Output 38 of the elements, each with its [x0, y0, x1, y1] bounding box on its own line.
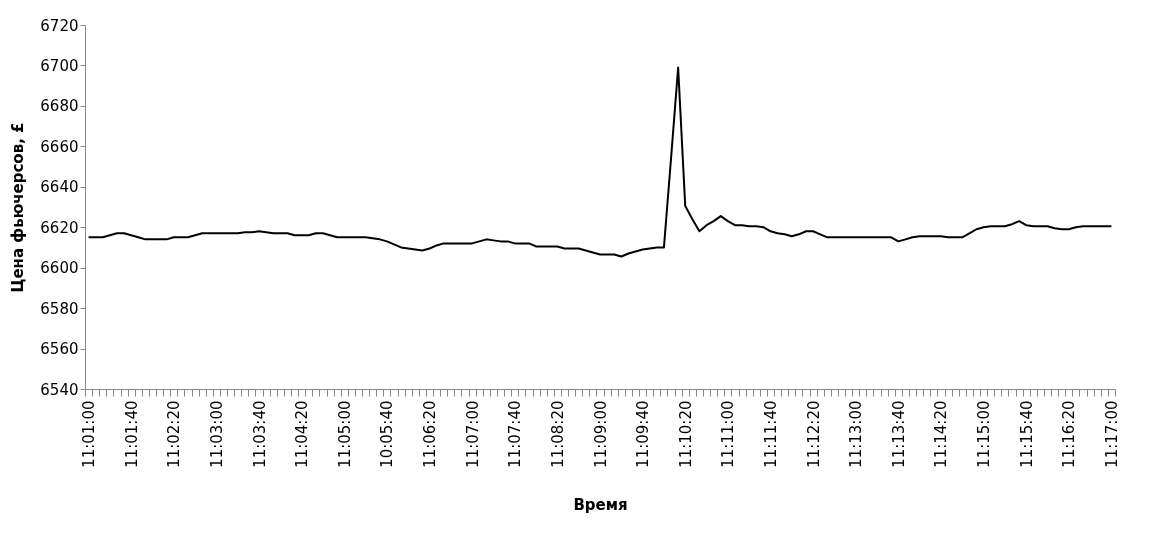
y-tick-label: 6700 [40, 56, 79, 75]
y-tick-label: 6660 [40, 137, 79, 156]
x-tick-label: 11:08:20 [548, 400, 567, 468]
x-tick-label: 11:07:00 [463, 400, 482, 468]
x-tick-label: 11:02:20 [165, 400, 184, 468]
x-tick-label: 11:09:40 [634, 400, 653, 468]
y-tick-label: 6540 [40, 380, 79, 399]
x-tick-label: 10:05:40 [378, 400, 397, 468]
x-tick-label: 11:10:20 [676, 400, 695, 468]
x-tick-label: 11:01:00 [80, 400, 99, 468]
x-tick-label: 11:15:00 [975, 400, 994, 468]
x-tick-label: 11:13:00 [847, 400, 866, 468]
x-axis-title: Время [573, 495, 628, 514]
x-tick-label: 11:11:40 [761, 400, 780, 468]
x-tick-label: 11:14:20 [932, 400, 951, 468]
x-tick-label: 11:03:00 [207, 400, 226, 468]
x-tick-label: 11:07:40 [506, 400, 525, 468]
x-tick-label: 11:09:00 [591, 400, 610, 468]
x-tick-label: 11:16:20 [1060, 400, 1079, 468]
y-tick-label: 6720 [40, 16, 79, 35]
x-tick-label: 11:06:20 [421, 400, 440, 468]
x-tick-label: 11:17:00 [1102, 400, 1121, 468]
x-tick-label: 11:13:40 [889, 400, 908, 468]
y-tick-label: 6600 [40, 259, 79, 278]
y-tick-label: 6580 [40, 299, 79, 318]
x-tick-label: 11:03:40 [250, 400, 269, 468]
y-tick-label: 6680 [40, 97, 79, 116]
x-tick-label: 11:04:20 [293, 400, 312, 468]
x-tick-label: 11:11:00 [719, 400, 738, 468]
x-tick-label: 11:15:40 [1017, 400, 1036, 468]
x-tick-label: 11:05:00 [335, 400, 354, 468]
x-tick-label: 11:01:40 [122, 400, 141, 468]
y-tick-label: 6620 [40, 218, 79, 237]
y-axis-title: Цена фьючерсов, £ [9, 122, 28, 293]
y-tick-label: 6640 [40, 178, 79, 197]
x-tick-label: 11:12:20 [804, 400, 823, 468]
y-tick-label: 6560 [40, 340, 79, 359]
line-series [87, 66, 1113, 258]
